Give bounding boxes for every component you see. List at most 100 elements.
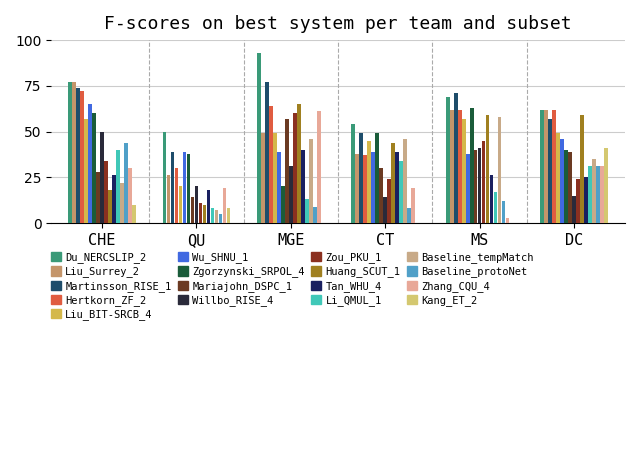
Bar (556, 133, 560, 223)
Bar (462, 119, 465, 223)
Bar (223, 188, 227, 223)
Bar (84, 119, 88, 223)
Bar (179, 186, 182, 223)
Bar (458, 109, 461, 223)
Bar (92, 113, 96, 223)
Bar (191, 197, 195, 223)
Bar (80, 91, 84, 223)
Bar (364, 155, 367, 223)
Bar (124, 142, 128, 223)
Bar (482, 141, 486, 223)
Bar (96, 172, 100, 223)
Bar (128, 168, 132, 223)
Bar (72, 82, 76, 223)
Bar (490, 175, 493, 223)
Bar (281, 186, 285, 223)
Bar (371, 152, 375, 223)
Bar (604, 148, 608, 223)
Bar (588, 166, 592, 223)
Bar (277, 152, 281, 223)
Bar (112, 175, 116, 223)
Bar (297, 104, 301, 223)
Bar (309, 139, 313, 223)
Bar (116, 150, 120, 223)
Bar (548, 119, 552, 223)
Bar (120, 183, 124, 223)
Bar (376, 133, 379, 223)
Bar (273, 133, 276, 223)
Bar (592, 159, 596, 223)
Bar (360, 133, 363, 223)
Bar (576, 179, 580, 223)
Bar (108, 190, 112, 223)
Bar (187, 153, 190, 223)
Bar (218, 214, 222, 223)
Bar (305, 199, 308, 223)
Bar (257, 53, 261, 223)
Bar (502, 201, 506, 223)
Bar (261, 133, 265, 223)
Bar (403, 139, 407, 223)
Bar (399, 161, 403, 223)
Bar (166, 175, 170, 223)
Bar (486, 115, 490, 223)
Bar (182, 152, 186, 223)
Bar (198, 203, 202, 223)
Bar (301, 150, 305, 223)
Bar (88, 104, 92, 223)
Bar (564, 150, 568, 223)
Bar (392, 142, 395, 223)
Bar (446, 97, 449, 223)
Bar (76, 87, 80, 223)
Bar (396, 152, 399, 223)
Bar (600, 166, 604, 223)
Bar (285, 119, 289, 223)
Bar (207, 190, 211, 223)
Bar (584, 177, 588, 223)
Bar (596, 166, 600, 223)
Bar (195, 186, 198, 223)
Bar (175, 168, 179, 223)
Bar (68, 82, 72, 223)
Bar (544, 109, 548, 223)
Bar (506, 218, 509, 223)
Bar (560, 139, 564, 223)
Bar (407, 208, 411, 223)
Bar (317, 111, 321, 223)
Bar (203, 205, 206, 223)
Bar (313, 207, 317, 223)
Legend: Du_NERCSLIP_2, Liu_Surrey_2, Martinsson_RISE_1, Hertkorn_ZF_2, Liu_BIT-SRCB_4, W: Du_NERCSLIP_2, Liu_Surrey_2, Martinsson_… (51, 252, 534, 320)
Bar (478, 148, 481, 223)
Bar (383, 197, 387, 223)
Bar (580, 115, 584, 223)
Bar (104, 161, 108, 223)
Bar (493, 192, 497, 223)
Bar (450, 109, 454, 223)
Bar (100, 131, 104, 223)
Bar (132, 205, 136, 223)
Bar (572, 196, 576, 223)
Bar (540, 109, 544, 223)
Bar (367, 141, 371, 223)
Bar (355, 153, 359, 223)
Bar (171, 152, 174, 223)
Bar (470, 108, 474, 223)
Bar (227, 208, 230, 223)
Bar (265, 82, 269, 223)
Bar (380, 168, 383, 223)
Title: F-scores on best system per team and subset: F-scores on best system per team and sub… (104, 15, 572, 33)
Bar (552, 109, 556, 223)
Bar (351, 124, 355, 223)
Bar (474, 150, 477, 223)
Bar (412, 188, 415, 223)
Bar (289, 166, 292, 223)
Bar (293, 113, 297, 223)
Bar (163, 131, 166, 223)
Bar (466, 153, 470, 223)
Bar (269, 106, 273, 223)
Bar (214, 210, 218, 223)
Bar (387, 179, 391, 223)
Bar (211, 208, 214, 223)
Bar (454, 93, 458, 223)
Bar (568, 152, 572, 223)
